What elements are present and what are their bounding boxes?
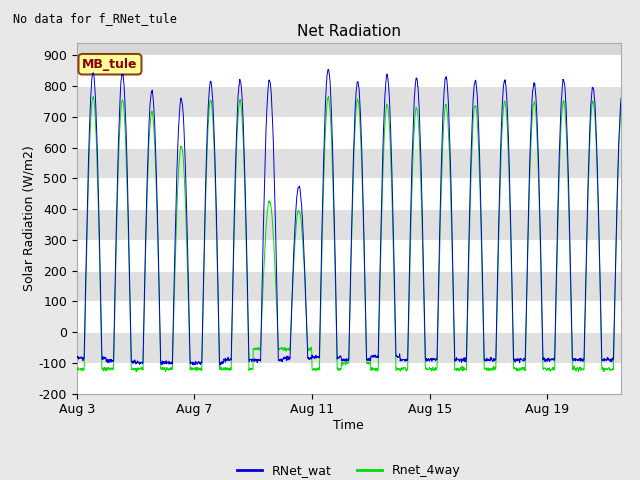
Bar <box>77 240 621 271</box>
Bar <box>77 363 621 394</box>
Title: Net Radiation: Net Radiation <box>297 24 401 39</box>
Bar <box>77 209 621 240</box>
Text: MB_tule: MB_tule <box>82 58 138 71</box>
Y-axis label: Solar Radiation (W/m2): Solar Radiation (W/m2) <box>23 145 36 291</box>
Text: No data for f_RNet_tule: No data for f_RNet_tule <box>13 12 177 25</box>
Bar <box>77 117 621 148</box>
Bar <box>77 86 621 117</box>
Bar <box>77 56 621 86</box>
Legend: RNet_wat, Rnet_4way: RNet_wat, Rnet_4way <box>232 459 466 480</box>
X-axis label: Time: Time <box>333 419 364 432</box>
Bar <box>77 301 621 332</box>
Bar <box>77 271 621 301</box>
Bar <box>77 332 621 363</box>
Bar <box>77 179 621 209</box>
Bar <box>77 148 621 179</box>
